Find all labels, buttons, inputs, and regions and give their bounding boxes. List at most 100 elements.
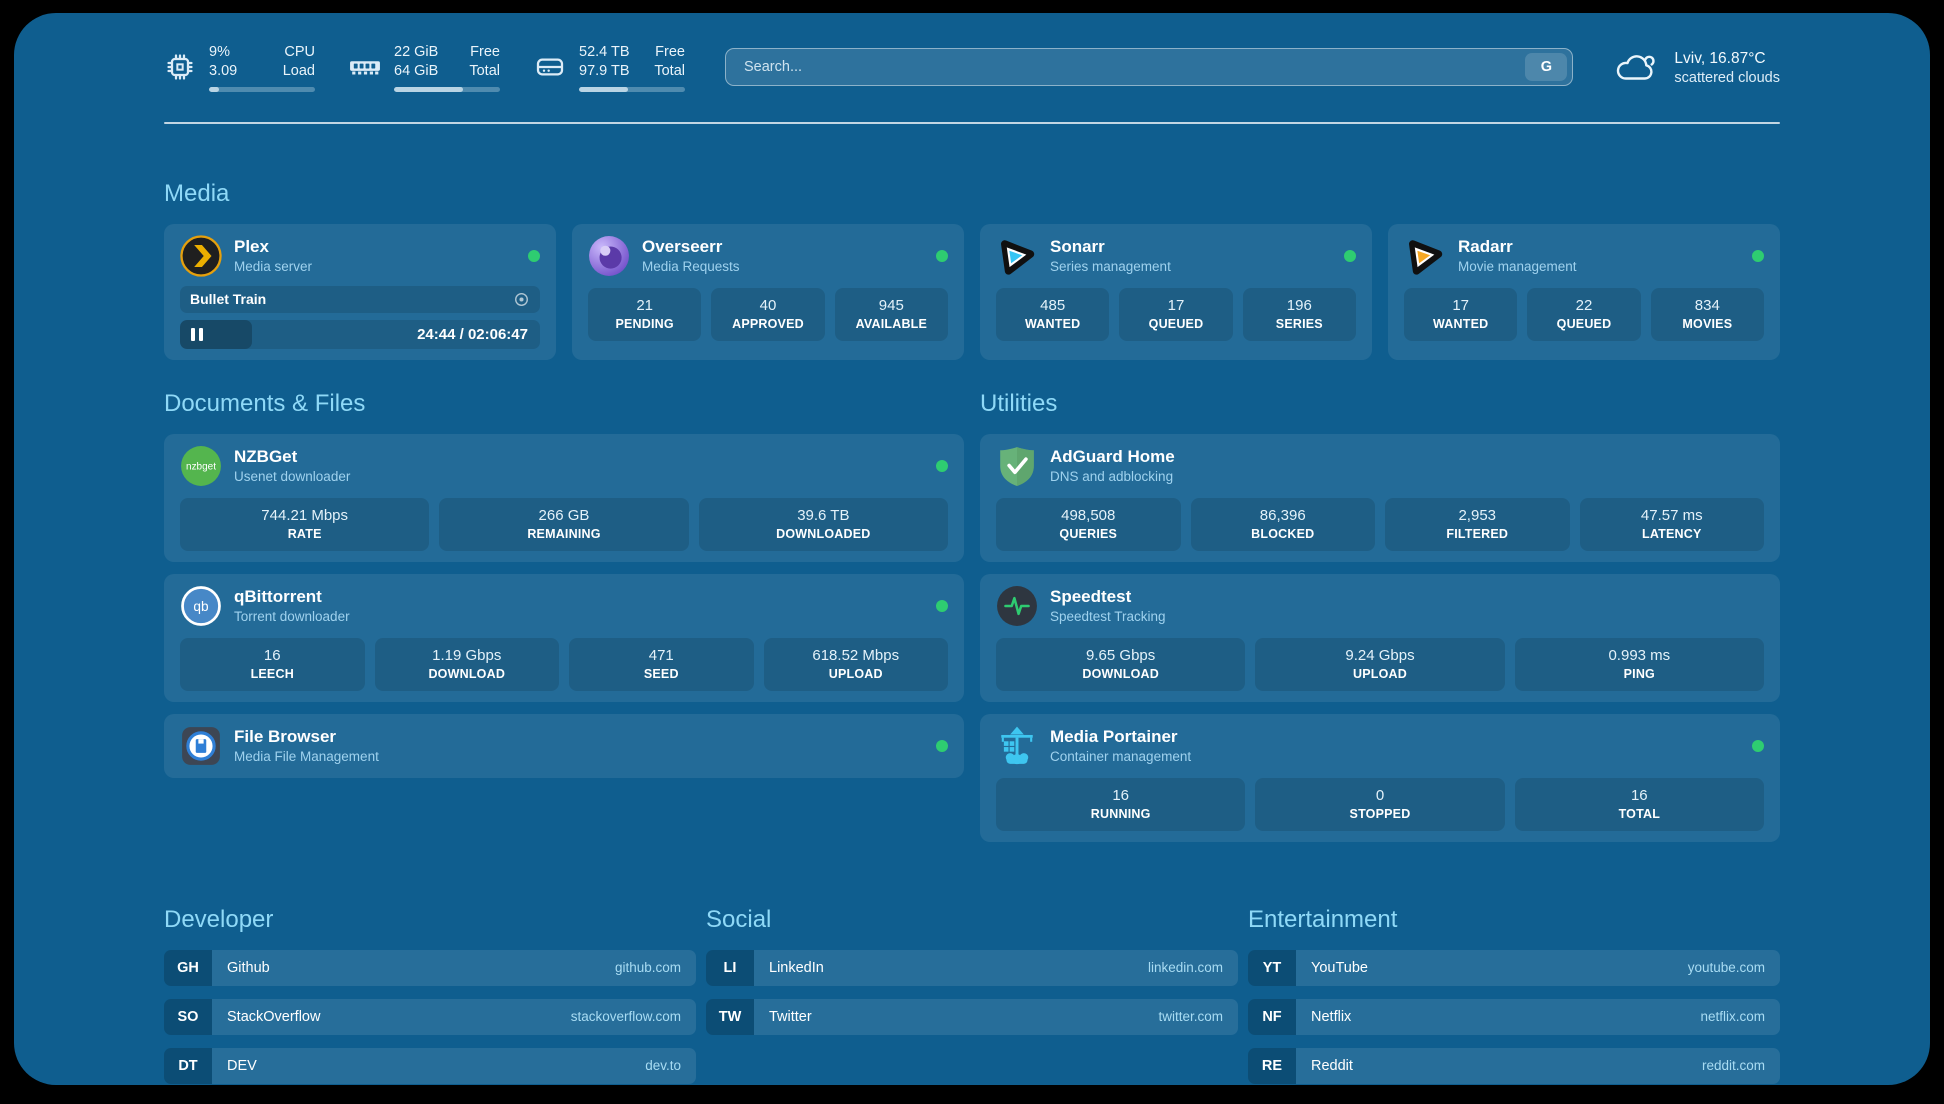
portainer-crane-icon <box>996 725 1038 767</box>
cpu-load-label: Load <box>282 62 315 79</box>
stat-value: 86,396 <box>1259 506 1306 524</box>
stat-label: RATE <box>287 526 322 541</box>
stat-box: 9.65 Gbps DOWNLOAD <box>996 637 1246 691</box>
app-subtitle: Container management <box>1050 748 1192 764</box>
bookmark-url: youtube.com <box>1687 960 1765 976</box>
app-subtitle: Torrent downloader <box>234 608 350 624</box>
memory-total-label: Total <box>469 62 500 79</box>
now-playing-title: Bullet Train <box>190 291 267 308</box>
stat-label: MOVIES <box>1682 316 1733 331</box>
stat-label: WANTED <box>1432 316 1489 331</box>
app-card-adguard[interactable]: AdGuard Home DNS and adblocking 498,508 … <box>980 433 1780 562</box>
stat-box: 22 QUEUED <box>1527 287 1641 341</box>
bookmark-github[interactable]: GH Github github.com <box>164 949 696 986</box>
bookmark-abbr: TW <box>706 998 754 1035</box>
app-title: Speedtest <box>1050 586 1132 606</box>
stat-label: DOWNLOAD <box>428 666 506 681</box>
weather-location-temp: Lviv, 16.87°C <box>1674 49 1766 67</box>
status-dot <box>1752 739 1764 752</box>
section-title-media: Media <box>164 179 230 207</box>
pause-icon[interactable] <box>191 327 203 341</box>
bookmark-url: stackoverflow.com <box>570 1009 681 1025</box>
plex-icon <box>180 235 222 277</box>
app-subtitle: Speedtest Tracking <box>1050 608 1166 624</box>
app-card-sonarr[interactable]: Sonarr Series management 485 WANTED 17 Q… <box>980 223 1372 360</box>
stat-label: QUERIES <box>1059 526 1118 541</box>
status-dot <box>1752 249 1764 262</box>
stat-value: 9.24 Gbps <box>1345 646 1415 664</box>
stat-box: 0.993 ms PING <box>1514 637 1764 691</box>
stat-label: UPLOAD <box>1353 666 1407 681</box>
stat-value: 1.19 Gbps <box>432 646 502 664</box>
stat-value: 618.52 Mbps <box>812 646 900 664</box>
stat-box: 471 SEED <box>569 637 754 691</box>
stat-box: 17 WANTED <box>1404 287 1518 341</box>
search-engine-button[interactable]: G <box>1525 53 1568 82</box>
bookmark-url: reddit.com <box>1701 1058 1765 1074</box>
stat-value: 485 <box>1040 296 1066 314</box>
section-media: Media Plex Media server <box>164 180 1780 360</box>
cast-session-icon[interactable] <box>513 291 530 308</box>
weather-widget: Lviv, 16.87°C scattered clouds <box>1615 49 1780 86</box>
app-card-nzbget[interactable]: nzbget NZBGet Usenet downloader 744.21 M… <box>164 433 964 562</box>
stat-value: 17 <box>1452 296 1469 314</box>
app-title: AdGuard Home <box>1050 446 1175 466</box>
app-subtitle: Movie management <box>1458 258 1577 274</box>
bookmark-netflix[interactable]: NF Netflix netflix.com <box>1248 998 1780 1035</box>
memory-free-value: 22 GiB <box>394 44 439 60</box>
cpu-chip-icon <box>164 51 196 83</box>
stat-label: APPROVED <box>732 316 804 331</box>
file-browser-icon <box>180 725 222 767</box>
bookmark-name: Twitter <box>769 1008 812 1025</box>
system-stats: 9% CPU 3.09 Load <box>164 43 685 92</box>
memory-progress-bar <box>394 86 500 92</box>
adguard-shield-icon <box>996 445 1038 487</box>
app-title: Radarr <box>1458 236 1513 256</box>
bookmark-linkedin[interactable]: LI LinkedIn linkedin.com <box>706 949 1238 986</box>
stat-box: 618.52 Mbps UPLOAD <box>763 637 948 691</box>
search-input[interactable] <box>742 58 1526 77</box>
app-card-filebrowser[interactable]: File Browser Media File Management <box>164 713 964 778</box>
bookmark-twitter[interactable]: TW Twitter twitter.com <box>706 998 1238 1035</box>
app-title: Overseerr <box>642 236 723 256</box>
disk-progress-bar <box>579 86 685 92</box>
stat-label: SERIES <box>1275 316 1323 331</box>
stat-box: 485 WANTED <box>996 287 1110 341</box>
status-dot <box>936 599 948 612</box>
status-dot <box>936 739 948 752</box>
app-subtitle: Usenet downloader <box>234 468 351 484</box>
bookmark-name: Github <box>227 959 270 976</box>
search-bar[interactable]: G <box>725 48 1574 87</box>
stat-label: WANTED <box>1024 316 1081 331</box>
app-card-speedtest[interactable]: Speedtest Speedtest Tracking 9.65 Gbps D… <box>980 573 1780 702</box>
stat-label: LATENCY <box>1642 526 1702 541</box>
bookmark-youtube[interactable]: YT YouTube youtube.com <box>1248 949 1780 986</box>
stat-label: SEED <box>643 666 679 681</box>
bookmark-stackoverflow[interactable]: SO StackOverflow stackoverflow.com <box>164 998 696 1035</box>
bookmark-reddit[interactable]: RE Reddit reddit.com <box>1248 1047 1780 1084</box>
stat-box: 47.57 ms LATENCY <box>1579 497 1764 551</box>
stat-box: 21 PENDING <box>588 287 702 341</box>
stat-label: PING <box>1623 666 1655 681</box>
stat-label: QUEUED <box>1556 316 1612 331</box>
app-card-overseerr[interactable]: Overseerr Media Requests 21 PENDING 40 A… <box>572 223 964 360</box>
stat-value: 9.65 Gbps <box>1086 646 1156 664</box>
svg-text:qb: qb <box>193 599 209 614</box>
stat-label: RUNNING <box>1090 806 1151 821</box>
bookmark-abbr: DT <box>164 1047 212 1084</box>
app-card-plex[interactable]: Plex Media server Bullet Train <box>164 223 556 360</box>
app-card-radarr[interactable]: Radarr Movie management 17 WANTED 22 QUE… <box>1388 223 1780 360</box>
stat-label: FILTERED <box>1446 526 1509 541</box>
section-documents-files: Documents & Files nzbget NZBGet U <box>164 390 964 842</box>
bookmark-abbr: NF <box>1248 998 1296 1035</box>
stat-box: 834 MOVIES <box>1650 287 1764 341</box>
topbar-divider <box>164 121 1780 124</box>
stat-box: 196 SERIES <box>1242 287 1356 341</box>
status-dot <box>936 459 948 472</box>
stat-value: 22 <box>1575 296 1593 314</box>
bookmark-url: netflix.com <box>1700 1009 1765 1025</box>
section-title-entertainment: Entertainment <box>1248 905 1398 933</box>
bookmark-dev[interactable]: DT DEV dev.to <box>164 1047 696 1084</box>
app-card-qbittorrent[interactable]: qb qBittorrent Torrent downloader 16 LEE… <box>164 573 964 702</box>
app-card-portainer[interactable]: Media Portainer Container management 16 … <box>980 713 1780 842</box>
